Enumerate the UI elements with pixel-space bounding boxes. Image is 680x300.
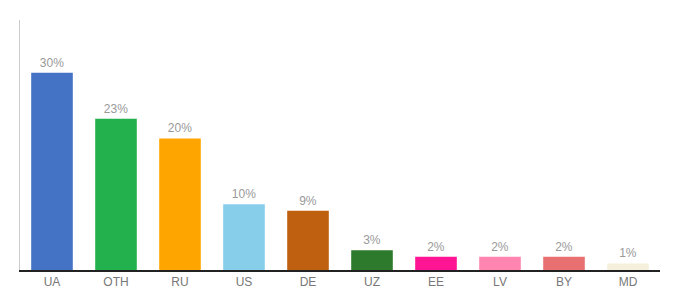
svg-text:2%: 2%	[427, 240, 445, 254]
svg-text:3%: 3%	[363, 233, 381, 247]
svg-text:30%: 30%	[40, 56, 64, 70]
svg-text:20%: 20%	[168, 121, 192, 135]
svg-text:DE: DE	[300, 275, 317, 289]
svg-text:BY: BY	[556, 275, 572, 289]
svg-text:UA: UA	[44, 275, 61, 289]
svg-text:OTH: OTH	[103, 275, 128, 289]
svg-text:RU: RU	[171, 275, 188, 289]
svg-text:MD: MD	[619, 275, 638, 289]
svg-text:US: US	[236, 275, 253, 289]
svg-text:UZ: UZ	[364, 275, 380, 289]
svg-text:LV: LV	[493, 275, 507, 289]
svg-text:2%: 2%	[491, 240, 509, 254]
svg-text:1%: 1%	[619, 246, 637, 260]
svg-text:10%: 10%	[232, 187, 256, 201]
svg-text:2%: 2%	[555, 240, 573, 254]
svg-text:23%: 23%	[104, 102, 128, 116]
svg-text:9%: 9%	[299, 194, 317, 208]
svg-text:EE: EE	[428, 275, 444, 289]
